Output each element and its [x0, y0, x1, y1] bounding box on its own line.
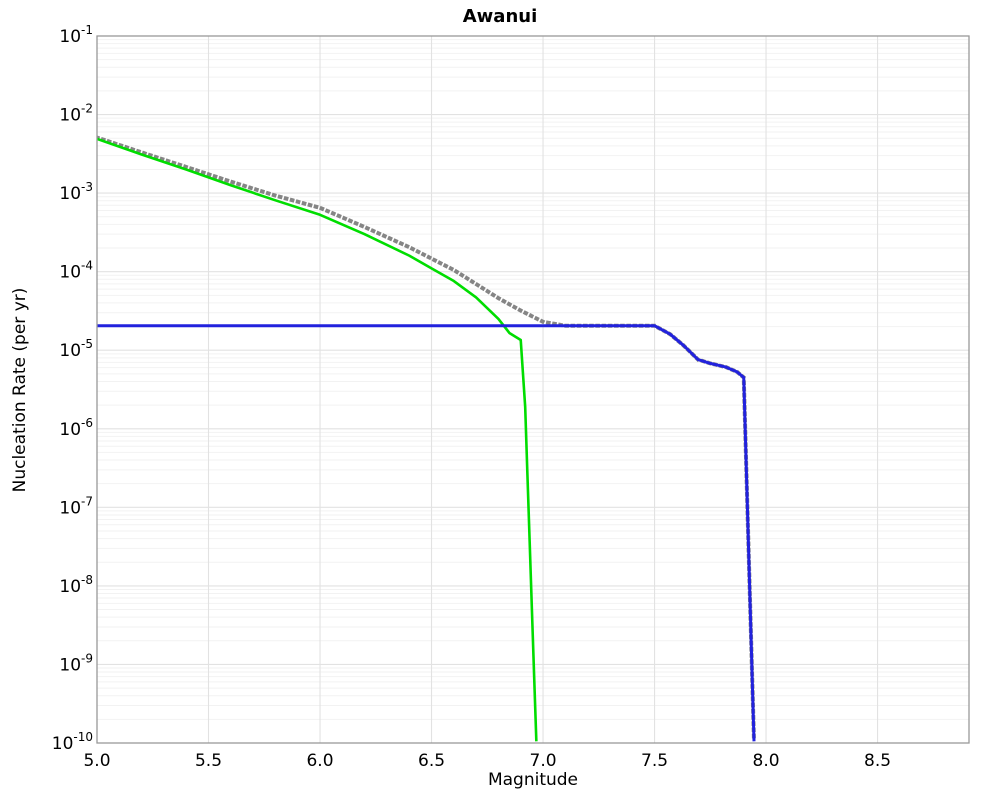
y-tick-label: 10-2 [59, 102, 93, 126]
x-tick-label: 5.5 [195, 751, 222, 771]
series-group [97, 135, 757, 743]
chart-title: Awanui [462, 6, 538, 27]
y-tick-label: 10-3 [59, 180, 93, 204]
x-tick-label: 6.5 [418, 751, 445, 771]
x-tick-labels: 5.0 5.5 6.0 6.5 7.0 7.5 8.0 8.5 [83, 751, 891, 771]
x-tick-label: 6.0 [306, 751, 333, 771]
y-tick-label: 10-1 [59, 23, 93, 47]
axis-frame [96, 35, 970, 744]
series-green-solid-rate [97, 137, 538, 742]
x-tick-label: 7.0 [530, 751, 557, 771]
y-tick-label: 10-4 [59, 259, 93, 283]
y-tick-label: 10-5 [59, 337, 93, 361]
x-tick-label: 7.5 [641, 751, 668, 771]
y-tick-label: 10-7 [59, 494, 93, 518]
series-blue-solid-capped-rate [97, 324, 756, 742]
gridlines-minor [97, 39, 969, 720]
y-tick-label: 10-9 [59, 651, 93, 675]
x-tick-label: 8.5 [864, 751, 891, 771]
y-tick-label: 10-10 [52, 730, 93, 754]
y-tick-labels: 10-1 10-2 10-3 10-4 10-5 10-6 10-7 10-8 10-9 10-1… [52, 23, 93, 754]
x-axis-title: Magnitude [487, 770, 579, 790]
x-tick-label: 8.0 [753, 751, 780, 771]
y-tick-label: 10-6 [59, 416, 93, 440]
y-tick-label: 10-8 [59, 573, 93, 597]
x-tick-label: 5.0 [83, 751, 110, 771]
